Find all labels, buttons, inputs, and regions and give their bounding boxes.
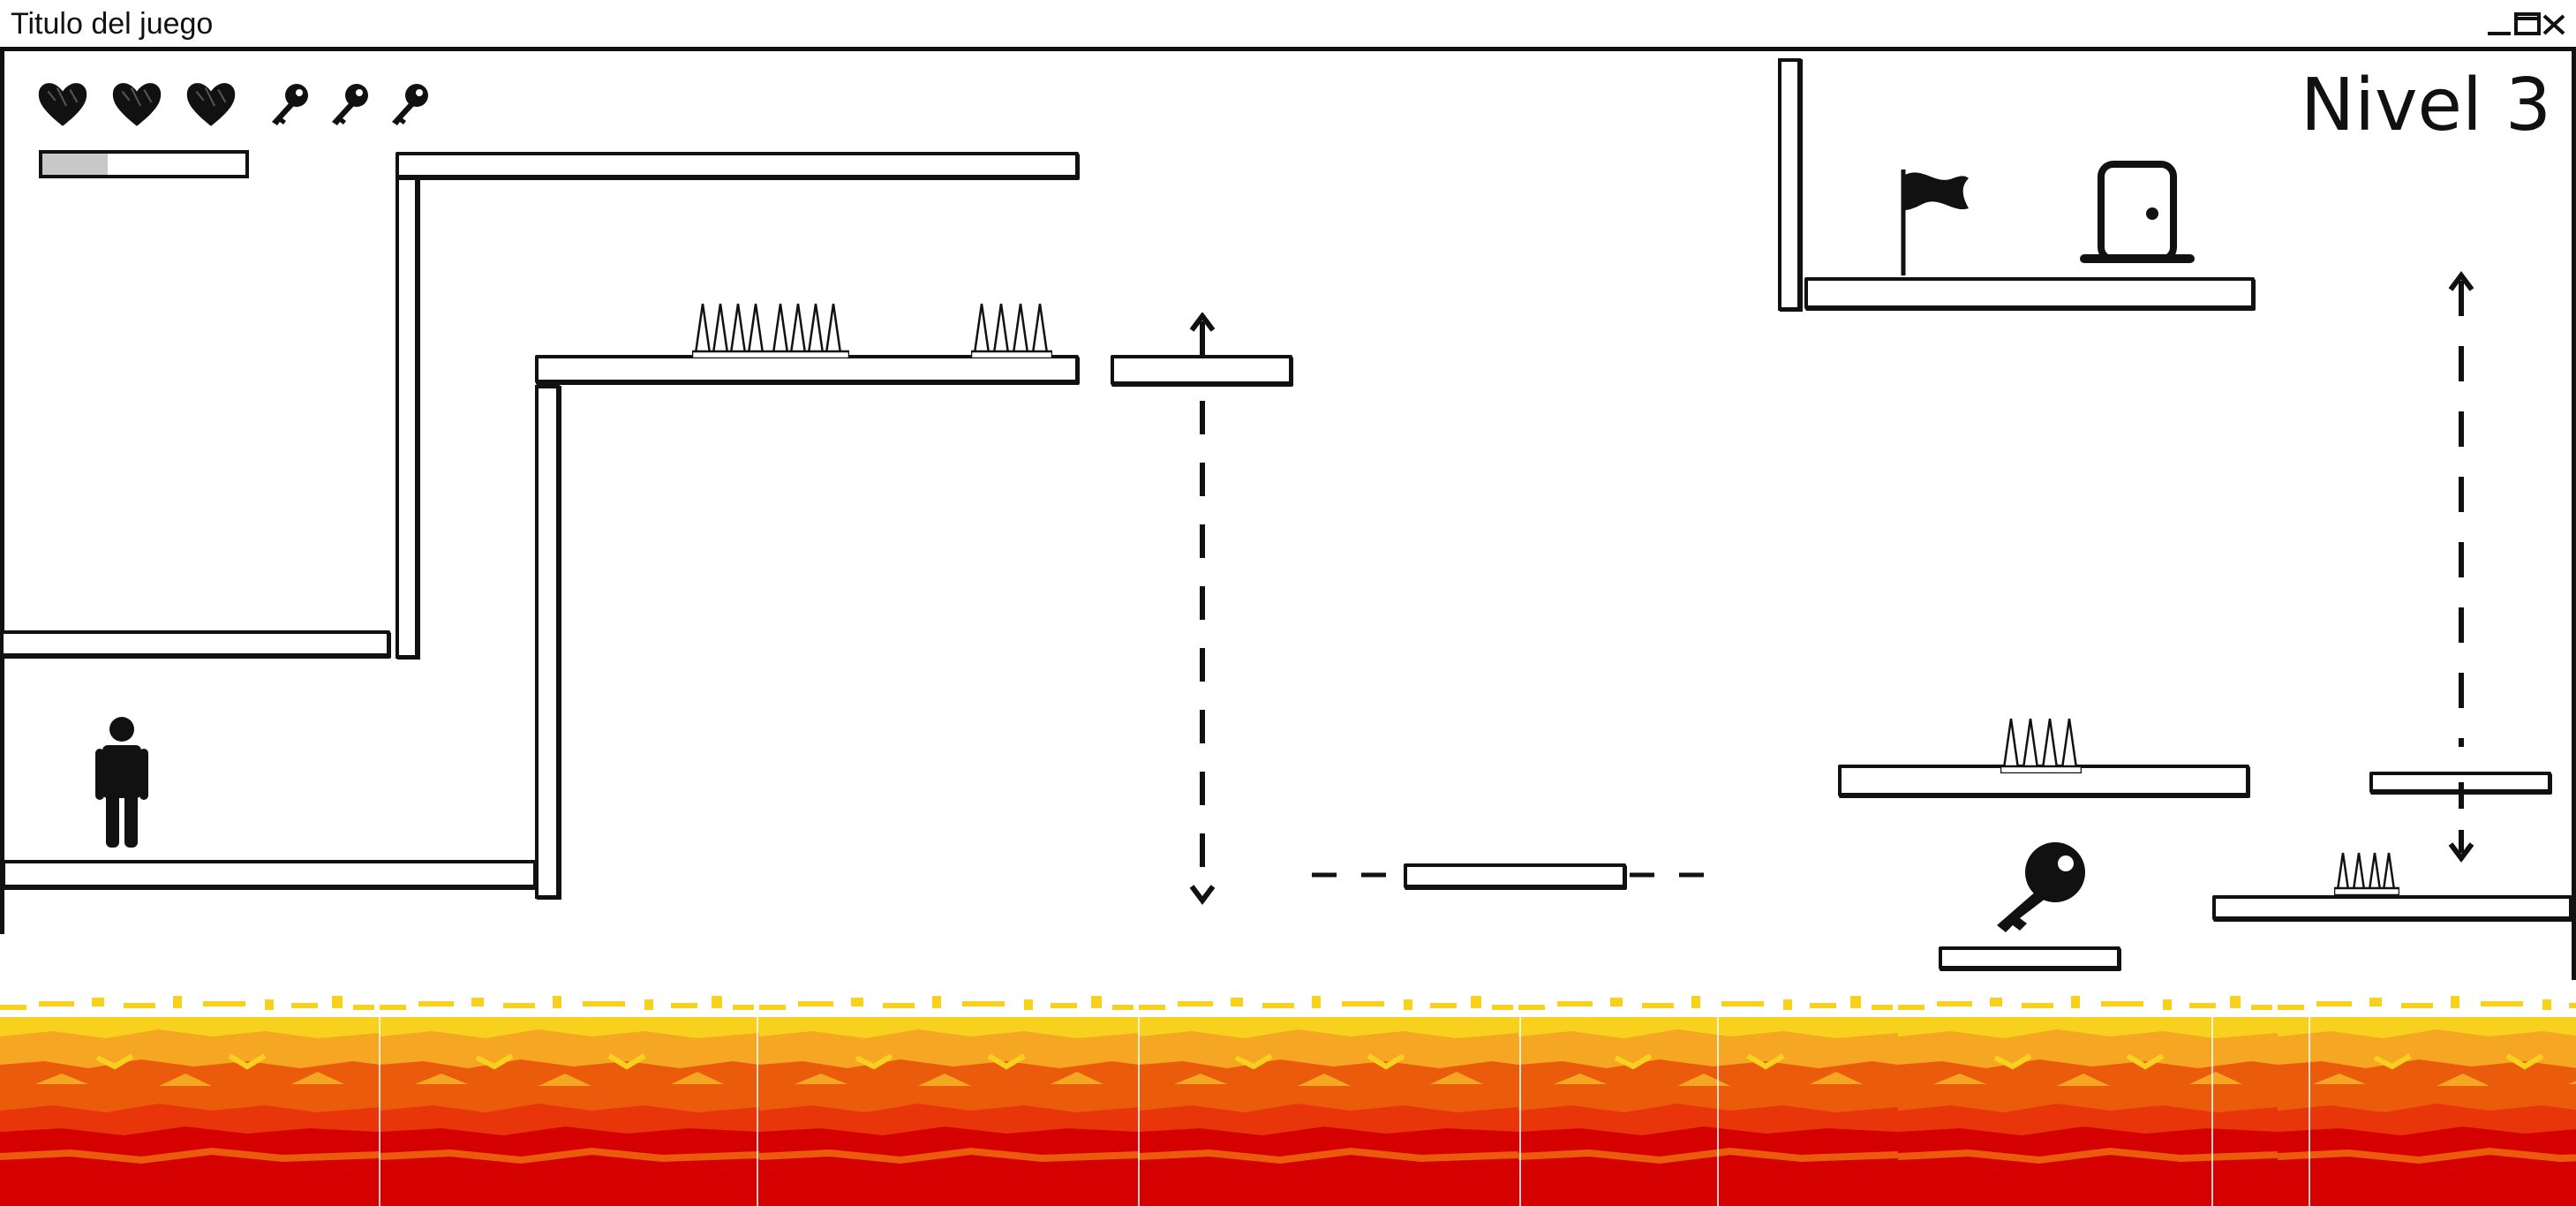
platform: [1804, 277, 2255, 309]
heart-icon: [38, 83, 87, 126]
moving-platform: [1111, 355, 1292, 385]
platform: [0, 630, 390, 657]
platform: [1939, 946, 2120, 969]
platform: [395, 152, 1079, 178]
minimize-icon[interactable]: [2482, 7, 2518, 42]
vertical-path-indicator: [1189, 313, 1216, 905]
platform: [535, 355, 1079, 383]
spikes-icon: [2000, 718, 2082, 773]
key-icon[interactable]: [1993, 840, 2090, 934]
spikes-icon: [971, 303, 1052, 358]
door-icon[interactable]: [2080, 161, 2195, 267]
window-title: Titulo del juego: [11, 7, 214, 41]
right-border: [2572, 51, 2576, 1190]
vertical-path-indicator: [2448, 271, 2474, 863]
maximize-icon[interactable]: [2511, 7, 2546, 42]
wall: [535, 385, 560, 899]
progress-bar-fill: [42, 154, 108, 175]
title-bar: Titulo del juego: [0, 0, 2576, 51]
moving-platform: [1404, 863, 1626, 888]
horizontal-path-indicator: [1312, 872, 1718, 878]
heart-icon: [186, 83, 236, 126]
key-icon: [272, 84, 308, 125]
wall: [395, 155, 418, 659]
platform: [2, 860, 537, 888]
close-icon[interactable]: [2537, 7, 2572, 42]
spikes-icon: [692, 303, 849, 358]
left-border: [0, 51, 4, 934]
heart-icon: [112, 83, 162, 126]
key-icon: [392, 84, 428, 125]
wall: [1778, 58, 1801, 311]
key-icon: [332, 84, 368, 125]
platform: [2212, 895, 2572, 920]
level-label: Nivel 3: [2300, 64, 2551, 147]
lava-hazard: [0, 980, 2576, 1206]
progress-bar: [39, 150, 249, 178]
player-icon: [95, 717, 148, 848]
flag-icon: [1901, 170, 1969, 275]
spikes-icon: [2334, 852, 2399, 895]
